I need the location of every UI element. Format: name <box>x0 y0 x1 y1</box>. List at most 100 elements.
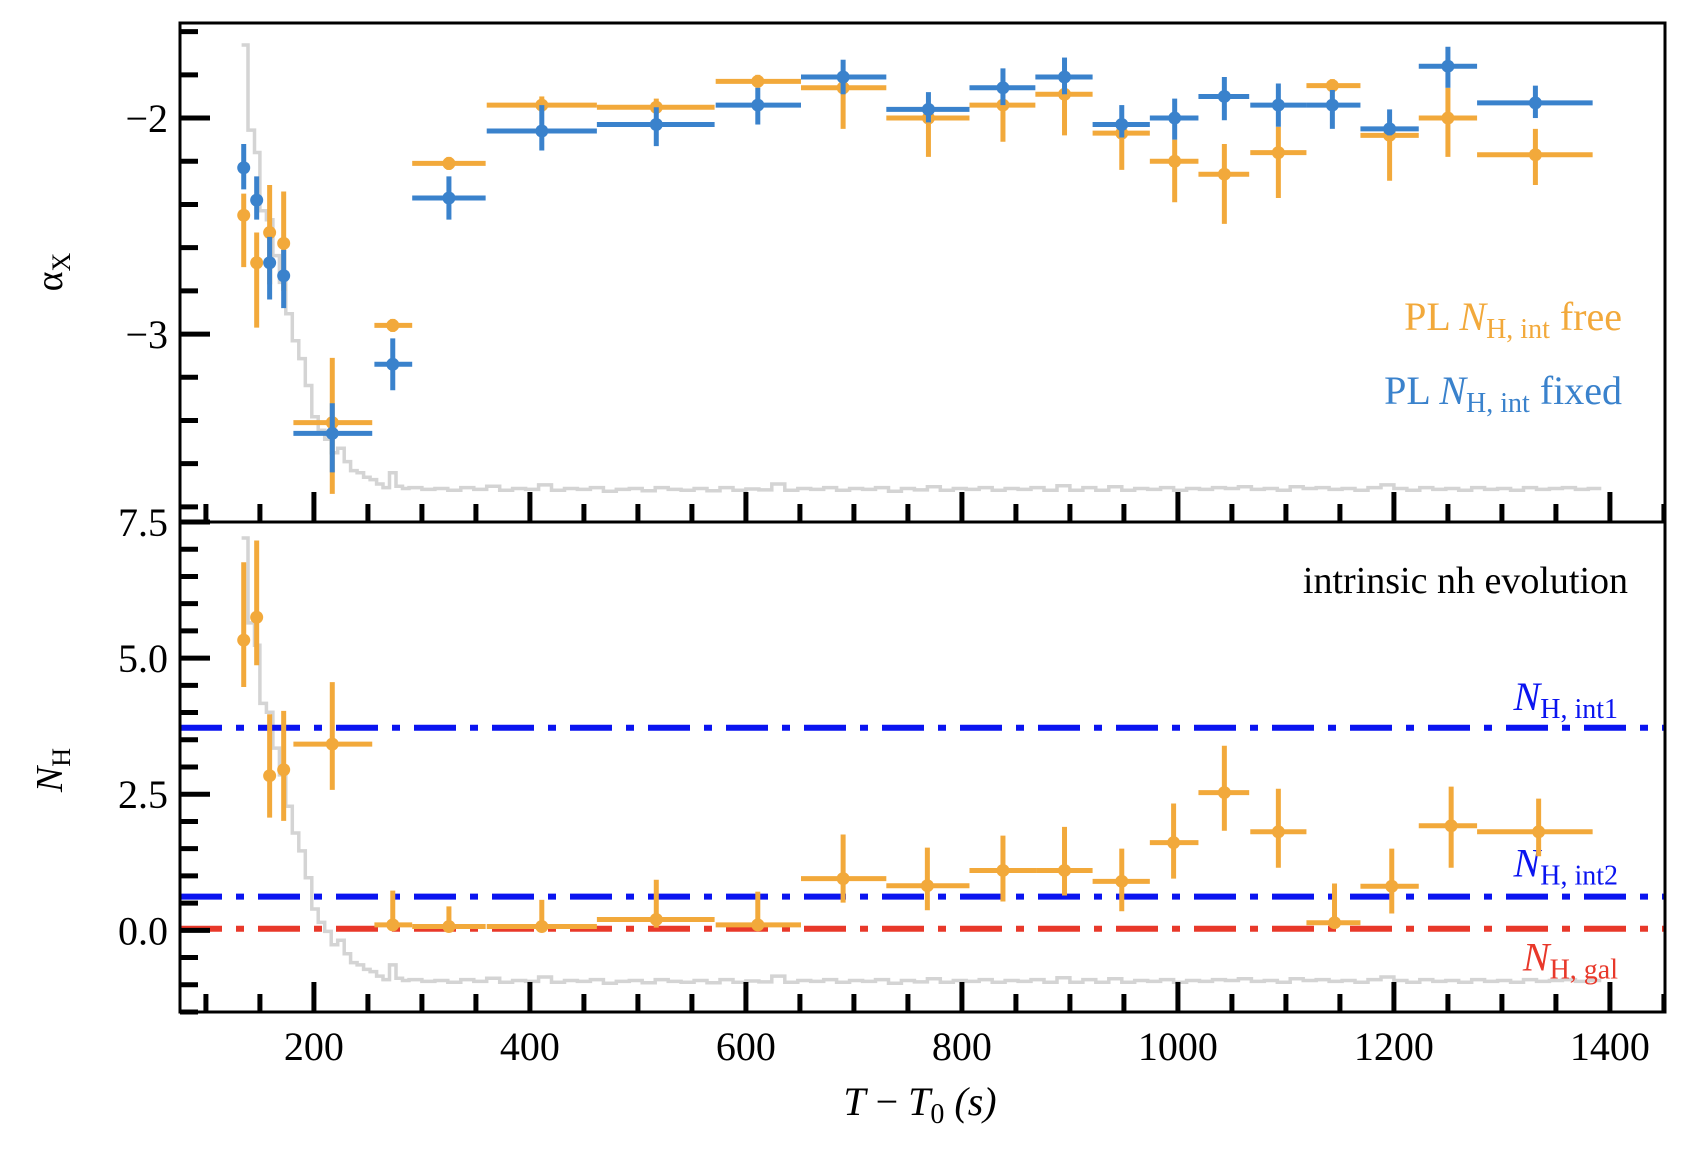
bottom-y-axis-label: NH <box>29 748 76 793</box>
marker <box>649 118 663 132</box>
marker <box>1217 167 1231 181</box>
data-point <box>263 714 277 818</box>
data-point <box>374 890 413 932</box>
x-tick-label: 400 <box>500 1024 560 1069</box>
ylabel-sub: X <box>47 252 76 271</box>
data-point <box>293 682 373 790</box>
marker <box>1167 836 1181 850</box>
marker <box>1444 819 1458 833</box>
marker <box>1325 98 1339 112</box>
data-point <box>412 156 486 170</box>
data-point <box>412 176 486 220</box>
data-point <box>1092 105 1150 138</box>
data-point <box>1477 85 1593 119</box>
x-tick-labels: 200 400 600 800 1000 1200 1400 <box>284 1024 1650 1069</box>
series-free <box>237 74 1593 494</box>
annotation-intrinsic-nh: intrinsic nh evolution <box>1303 560 1628 602</box>
data-point <box>715 891 801 932</box>
y-tick-label: 2.5 <box>118 772 168 817</box>
data-point <box>1250 788 1307 868</box>
marker <box>751 98 765 112</box>
x-tick-label: 800 <box>932 1024 992 1069</box>
data-point <box>1092 848 1150 912</box>
legend-italic: N <box>1438 368 1468 413</box>
x-tick-label: 200 <box>284 1024 344 1069</box>
data-point <box>1477 128 1593 186</box>
hline-label-sub: H, int1 <box>1540 694 1618 725</box>
marker <box>751 918 765 932</box>
marker <box>1271 98 1285 112</box>
light-curve-step <box>241 536 1602 985</box>
data-point <box>1418 87 1478 157</box>
marker <box>996 81 1010 95</box>
marker <box>1168 111 1182 125</box>
marker <box>1383 122 1397 136</box>
legend-post: free <box>1550 294 1622 339</box>
data-point <box>1035 87 1093 136</box>
top-data-points <box>237 46 1593 494</box>
data-point <box>969 835 1037 902</box>
hline-label-sub: H, int2 <box>1540 861 1618 892</box>
marker <box>1528 96 1542 110</box>
y-tick-label: 5.0 <box>118 636 168 681</box>
data-point <box>1149 803 1199 879</box>
marker <box>250 193 264 207</box>
x-tick-label: 1000 <box>1138 1024 1218 1069</box>
data-point <box>596 107 715 147</box>
x-axis-label: T − T0 (s) <box>843 1079 996 1130</box>
marker <box>325 426 339 440</box>
series-free <box>237 540 1593 934</box>
marker <box>277 236 291 250</box>
marker <box>1441 111 1455 125</box>
data-point <box>1360 128 1419 181</box>
data-point <box>596 879 715 928</box>
marker <box>1532 825 1546 839</box>
marker <box>237 208 251 222</box>
data-point <box>277 249 291 309</box>
marker <box>1217 786 1231 800</box>
data-point <box>1306 79 1361 93</box>
data-point <box>1198 143 1250 224</box>
data-point <box>237 193 251 268</box>
bottom-y-tick-labels: 0.0 2.5 5.0 7.5 <box>118 500 168 953</box>
x-tick-label: 600 <box>716 1024 776 1069</box>
marker <box>1328 916 1342 930</box>
data-point <box>250 176 264 220</box>
marker <box>836 872 850 886</box>
bottom-data-points <box>237 540 1593 934</box>
legend-pre: PL <box>1404 294 1459 339</box>
data-point <box>1149 139 1199 203</box>
legend-entry: PL NH, int fixed <box>1384 368 1622 419</box>
hline-label: NH, int1 <box>1513 674 1618 725</box>
data-point <box>969 68 1036 106</box>
data-point <box>886 92 970 123</box>
marker <box>442 156 456 170</box>
marker <box>1271 825 1285 839</box>
x-tick-label: 1400 <box>1570 1024 1650 1069</box>
marker <box>836 70 850 84</box>
data-point <box>374 338 413 391</box>
data-point <box>1198 77 1250 121</box>
data-point <box>293 403 373 473</box>
data-point <box>1360 848 1419 914</box>
marker <box>1168 154 1182 168</box>
marker <box>263 256 277 270</box>
marker <box>996 863 1010 877</box>
data-point <box>1035 57 1093 95</box>
y-tick-label: 0.0 <box>118 908 168 953</box>
marker <box>1217 89 1231 103</box>
hline-label-main: N <box>1513 674 1543 719</box>
data-point <box>1418 786 1478 868</box>
marker <box>250 256 264 270</box>
data-point <box>250 540 264 666</box>
top-light-curve <box>241 43 1602 493</box>
data-point <box>886 847 970 911</box>
legend-post: fixed <box>1530 368 1622 413</box>
marker <box>921 102 935 116</box>
hline-label: NH, gal <box>1522 935 1618 986</box>
top-y-axis-label: αX <box>29 252 76 291</box>
data-point <box>715 74 801 88</box>
